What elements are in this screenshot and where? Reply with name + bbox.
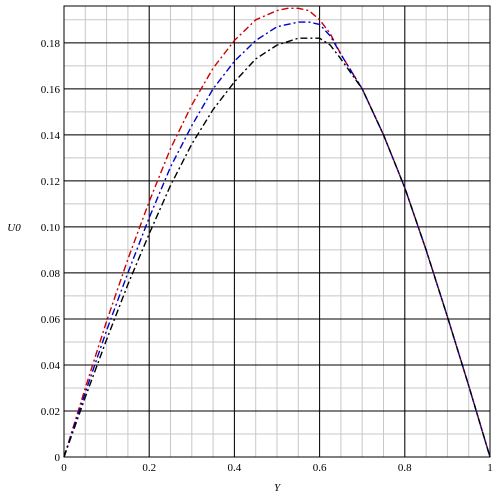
y-tick-label: 0.14 <box>41 130 61 142</box>
y-tick-label: 0.02 <box>41 406 60 418</box>
y-tick-label: 0.12 <box>41 176 60 188</box>
y-tick-label: 0.18 <box>41 38 61 50</box>
x-axis-ticks: 0 0.2 0.4 0.6 0.8 1 <box>61 462 493 474</box>
y-axis-label: U0 <box>7 222 21 234</box>
y-tick-label: 0.06 <box>41 314 61 326</box>
y-tick-label: 0.04 <box>41 360 61 372</box>
y-tick-label: 0 <box>55 452 61 464</box>
minor-grid <box>63 6 491 458</box>
y-tick-label: 0.10 <box>41 222 61 234</box>
x-tick-label: 0.8 <box>398 462 412 474</box>
x-tick-label: 0 <box>61 462 67 474</box>
x-tick-label: 0.4 <box>228 462 242 474</box>
y-tick-label: 0.16 <box>41 84 61 96</box>
series-layer <box>63 7 491 458</box>
x-tick-label: 1 <box>487 462 493 474</box>
series-line-3 <box>63 37 491 458</box>
series-line-1 <box>63 7 491 458</box>
y-axis-ticks: 0 0.02 0.04 0.06 0.08 0.10 0.12 0.14 0.16 0.18 <box>41 38 61 464</box>
x-tick-label: 0.6 <box>313 462 327 474</box>
x-axis-label: Y <box>274 482 282 494</box>
x-tick-label: 0.2 <box>142 462 156 474</box>
plot-frame <box>63 5 491 458</box>
y-tick-label: 0.08 <box>41 268 61 280</box>
